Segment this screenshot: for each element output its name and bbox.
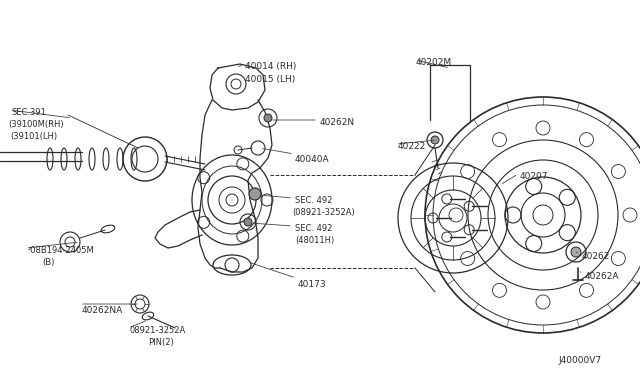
Text: 40202M: 40202M <box>416 58 452 67</box>
Text: (39101(LH): (39101(LH) <box>10 132 57 141</box>
Text: SEC. 492: SEC. 492 <box>295 196 332 205</box>
Text: 08921-3252A: 08921-3252A <box>130 326 186 335</box>
Text: (48011H): (48011H) <box>295 236 334 245</box>
Text: (B): (B) <box>42 258 54 267</box>
Text: 40040A: 40040A <box>295 155 330 164</box>
Circle shape <box>249 188 261 200</box>
Text: (39100M(RH): (39100M(RH) <box>8 120 63 129</box>
Text: 40173: 40173 <box>298 280 326 289</box>
Text: 40262NA: 40262NA <box>82 306 124 315</box>
Circle shape <box>264 114 272 122</box>
Circle shape <box>431 136 439 144</box>
Text: 40262N: 40262N <box>320 118 355 127</box>
Circle shape <box>244 218 252 226</box>
Text: 40262: 40262 <box>582 252 611 261</box>
Text: SEC.391: SEC.391 <box>12 108 47 117</box>
Text: PIN(2): PIN(2) <box>148 338 173 347</box>
Text: 40015 (LH): 40015 (LH) <box>245 75 295 84</box>
Text: 40014 (RH): 40014 (RH) <box>245 62 296 71</box>
Text: ²08B194-2405M: ²08B194-2405M <box>28 246 95 255</box>
Text: 40222: 40222 <box>398 142 426 151</box>
Text: 40207: 40207 <box>520 172 548 181</box>
Circle shape <box>571 247 581 257</box>
Text: J40000V7: J40000V7 <box>558 356 601 365</box>
Text: 40262A: 40262A <box>585 272 620 281</box>
Text: (08921-3252A): (08921-3252A) <box>292 208 355 217</box>
Text: SEC. 492: SEC. 492 <box>295 224 332 233</box>
